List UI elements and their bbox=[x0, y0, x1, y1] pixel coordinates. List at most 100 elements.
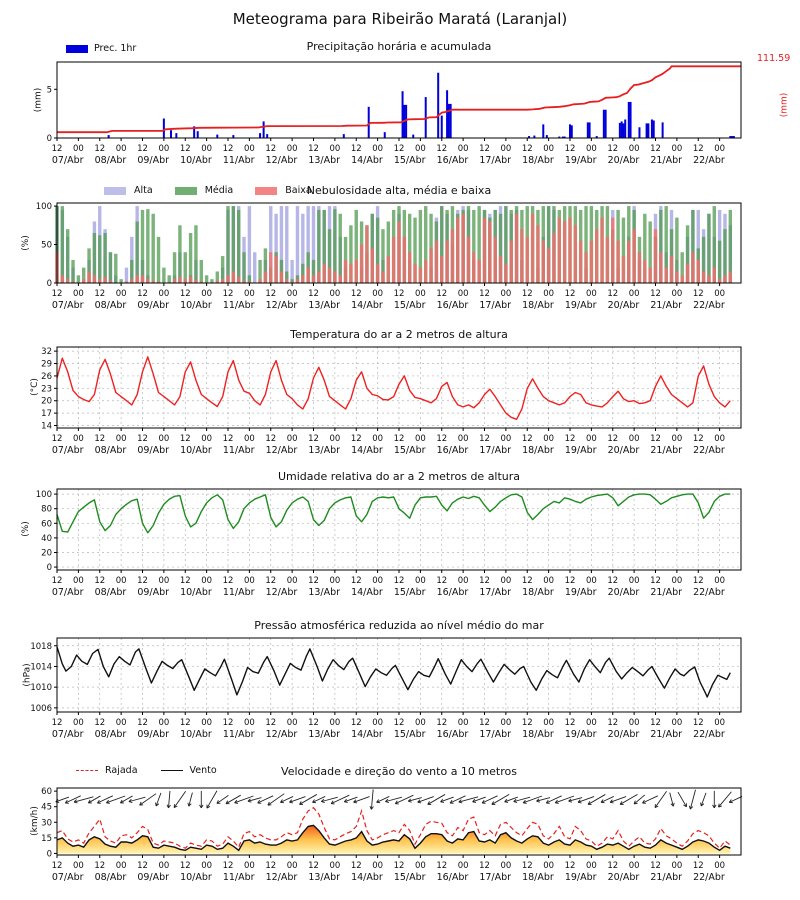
svg-text:12: 12 bbox=[351, 434, 362, 444]
svg-text:12: 12 bbox=[607, 144, 618, 154]
svg-text:00: 00 bbox=[629, 576, 640, 586]
svg-text:00: 00 bbox=[287, 576, 298, 586]
vento-legend-swatch bbox=[160, 770, 183, 771]
svg-text:13/Abr: 13/Abr bbox=[308, 587, 340, 598]
svg-text:18/Abr: 18/Abr bbox=[522, 155, 554, 166]
svg-text:00: 00 bbox=[329, 576, 340, 586]
svg-text:00: 00 bbox=[372, 576, 383, 586]
svg-text:10/Abr: 10/Abr bbox=[180, 300, 212, 311]
svg-text:09/Abr: 09/Abr bbox=[137, 587, 169, 598]
svg-text:00: 00 bbox=[500, 861, 511, 871]
svg-text:12: 12 bbox=[52, 718, 63, 728]
svg-text:00: 00 bbox=[714, 289, 725, 299]
svg-text:0: 0 bbox=[47, 563, 52, 573]
svg-text:09/Abr: 09/Abr bbox=[137, 729, 169, 740]
svg-text:09/Abr: 09/Abr bbox=[137, 445, 169, 456]
svg-text:22/Abr: 22/Abr bbox=[693, 872, 725, 883]
svg-text:12: 12 bbox=[607, 861, 618, 871]
svg-text:00: 00 bbox=[201, 718, 212, 728]
svg-text:12: 12 bbox=[565, 576, 576, 586]
svg-text:12: 12 bbox=[607, 576, 618, 586]
svg-text:09/Abr: 09/Abr bbox=[137, 155, 169, 166]
svg-text:18/Abr: 18/Abr bbox=[522, 587, 554, 598]
svg-text:12: 12 bbox=[52, 861, 63, 871]
svg-text:12: 12 bbox=[308, 718, 319, 728]
svg-text:15/Abr: 15/Abr bbox=[394, 587, 426, 598]
svg-text:00: 00 bbox=[287, 718, 298, 728]
svg-text:00: 00 bbox=[671, 434, 682, 444]
svg-text:12: 12 bbox=[137, 144, 148, 154]
svg-text:17: 17 bbox=[41, 409, 52, 419]
svg-text:12: 12 bbox=[308, 144, 319, 154]
svg-text:12: 12 bbox=[607, 718, 618, 728]
svg-text:12/Abr: 12/Abr bbox=[266, 587, 298, 598]
svg-text:12: 12 bbox=[565, 434, 576, 444]
rajada-legend-swatch bbox=[76, 770, 98, 771]
panel-5: 12 00 12 00 12 00 12 00 12 00 12 00 12 00 12 00 12 00 12 00… bbox=[41, 787, 743, 883]
svg-text:00: 00 bbox=[458, 434, 469, 444]
svg-text:11/Abr: 11/Abr bbox=[223, 155, 255, 166]
svg-text:21/Abr: 21/Abr bbox=[650, 729, 682, 740]
svg-text:00: 00 bbox=[116, 434, 127, 444]
svg-text:00: 00 bbox=[500, 144, 511, 154]
svg-text:00: 00 bbox=[329, 289, 340, 299]
svg-text:12: 12 bbox=[436, 718, 447, 728]
svg-text:12: 12 bbox=[265, 144, 276, 154]
svg-text:12: 12 bbox=[650, 718, 661, 728]
svg-text:00: 00 bbox=[116, 718, 127, 728]
svg-text:07/Abr: 07/Abr bbox=[52, 872, 84, 883]
svg-text:12: 12 bbox=[94, 861, 105, 871]
svg-text:12: 12 bbox=[436, 434, 447, 444]
svg-text:00: 00 bbox=[543, 289, 554, 299]
svg-text:12: 12 bbox=[394, 434, 405, 444]
svg-text:12: 12 bbox=[394, 289, 405, 299]
svg-text:17/Abr: 17/Abr bbox=[479, 872, 511, 883]
svg-text:08/Abr: 08/Abr bbox=[95, 445, 127, 456]
svg-text:17/Abr: 17/Abr bbox=[479, 155, 511, 166]
alta-legend-label: Alta bbox=[134, 185, 153, 196]
svg-text:32: 32 bbox=[41, 347, 52, 357]
svg-text:12: 12 bbox=[565, 718, 576, 728]
svg-text:20/Abr: 20/Abr bbox=[608, 445, 640, 456]
svg-text:00: 00 bbox=[158, 576, 169, 586]
svg-text:12/Abr: 12/Abr bbox=[266, 872, 298, 883]
legend-cloudiness: Alta Média Baixa bbox=[104, 185, 312, 196]
svg-text:00: 00 bbox=[586, 861, 597, 871]
svg-text:00: 00 bbox=[458, 144, 469, 154]
svg-text:00: 00 bbox=[244, 144, 255, 154]
svg-text:12: 12 bbox=[94, 718, 105, 728]
svg-text:00: 00 bbox=[543, 718, 554, 728]
svg-text:07/Abr: 07/Abr bbox=[52, 300, 84, 311]
svg-text:08/Abr: 08/Abr bbox=[95, 587, 127, 598]
svg-text:20/Abr: 20/Abr bbox=[608, 300, 640, 311]
svg-text:00: 00 bbox=[116, 144, 127, 154]
svg-text:18/Abr: 18/Abr bbox=[522, 445, 554, 456]
svg-text:16/Abr: 16/Abr bbox=[437, 872, 469, 883]
svg-text:12: 12 bbox=[522, 576, 533, 586]
svg-text:45: 45 bbox=[41, 803, 52, 813]
svg-text:22/Abr: 22/Abr bbox=[693, 300, 725, 311]
svg-text:00: 00 bbox=[73, 718, 84, 728]
subplot-title-cloudiness: Nebulosidade alta, média e baixa bbox=[306, 184, 492, 197]
svg-text:12: 12 bbox=[180, 289, 191, 299]
svg-text:13/Abr: 13/Abr bbox=[308, 155, 340, 166]
svg-text:11/Abr: 11/Abr bbox=[223, 445, 255, 456]
svg-text:00: 00 bbox=[116, 289, 127, 299]
svg-text:00: 00 bbox=[287, 289, 298, 299]
svg-text:00: 00 bbox=[287, 144, 298, 154]
svg-text:00: 00 bbox=[329, 434, 340, 444]
svg-text:21/Abr: 21/Abr bbox=[650, 872, 682, 883]
svg-text:00: 00 bbox=[586, 576, 597, 586]
svg-text:12: 12 bbox=[394, 718, 405, 728]
svg-text:07/Abr: 07/Abr bbox=[52, 729, 84, 740]
svg-text:12: 12 bbox=[94, 144, 105, 154]
svg-text:12: 12 bbox=[137, 434, 148, 444]
svg-text:13/Abr: 13/Abr bbox=[308, 729, 340, 740]
svg-text:00: 00 bbox=[415, 576, 426, 586]
svg-text:11/Abr: 11/Abr bbox=[223, 729, 255, 740]
svg-text:12: 12 bbox=[522, 861, 533, 871]
svg-text:14/Abr: 14/Abr bbox=[351, 445, 383, 456]
svg-text:00: 00 bbox=[671, 144, 682, 154]
svg-text:16/Abr: 16/Abr bbox=[437, 445, 469, 456]
svg-text:12: 12 bbox=[479, 144, 490, 154]
